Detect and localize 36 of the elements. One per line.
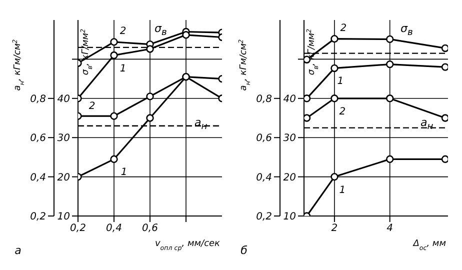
y-tick-label: 40: [57, 94, 70, 105]
y2-tick-label: 0,6: [30, 133, 46, 144]
x-tick-label: 0,4: [106, 223, 122, 234]
y-tick-label: 10: [57, 212, 70, 223]
y2-tick-label: 0,4: [256, 172, 272, 184]
x-tick-label: 2: [331, 223, 338, 234]
y2-tick-label: 0,6: [256, 133, 272, 144]
series-label: 1: [337, 76, 344, 88]
y-tick-label: 30: [283, 133, 296, 144]
series-label: 1: [339, 184, 346, 196]
series-label: 2: [88, 101, 96, 112]
annotation: σ$_{в}$: [400, 22, 413, 38]
annotation: σ$_{в}$: [154, 22, 167, 38]
y2-tick-label: 0,4: [30, 172, 46, 184]
y-tick-label: 30: [57, 133, 70, 144]
x-tick-label: 4: [386, 223, 394, 234]
y2-tick-label: 0,2: [30, 212, 46, 223]
x-axis-title: v$_{опл ср}$, мм/сек: [154, 239, 221, 252]
y2-tick-label: 0,8: [256, 94, 272, 105]
series-label: 2: [339, 106, 346, 118]
x-tick-label: 0,6: [142, 223, 158, 234]
series-label: 1: [120, 63, 126, 74]
series-label: 2: [340, 22, 347, 34]
y-tick-label: 40: [283, 94, 296, 105]
series-label: 1: [120, 167, 128, 178]
text: б: [240, 244, 248, 257]
x-tick-label: 0,2: [70, 223, 86, 234]
y-tick-label: 20: [283, 172, 296, 184]
y-tick-label: 20: [57, 172, 70, 184]
y2-tick-label: 0,8: [30, 94, 46, 105]
y-tick-label: 10: [283, 212, 296, 223]
x-axis-title: Δ$_{ос}$, мм: [412, 239, 446, 252]
series-label: 2: [120, 26, 126, 37]
annotation: a$_{н}$: [420, 116, 434, 132]
y2-tick-label: 0,2: [256, 212, 272, 223]
text: а: [14, 244, 22, 257]
